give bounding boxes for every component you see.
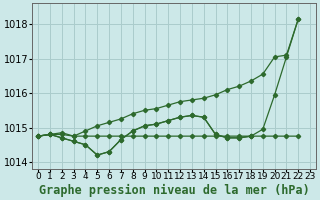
X-axis label: Graphe pression niveau de la mer (hPa): Graphe pression niveau de la mer (hPa) [39, 183, 309, 197]
